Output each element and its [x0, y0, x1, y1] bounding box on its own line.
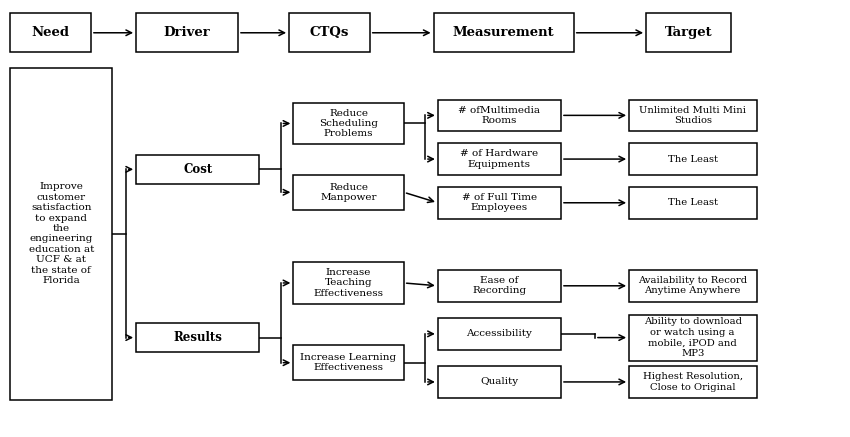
FancyBboxPatch shape [293, 262, 404, 304]
Text: Ability to download
or watch using a
mobile, iPOD and
MP3: Ability to download or watch using a mob… [643, 318, 742, 357]
FancyBboxPatch shape [629, 270, 756, 302]
Text: Reduce
Manpower: Reduce Manpower [320, 183, 377, 202]
FancyBboxPatch shape [438, 318, 561, 350]
FancyBboxPatch shape [438, 143, 561, 175]
Text: Driver: Driver [163, 26, 210, 39]
FancyBboxPatch shape [438, 187, 561, 218]
Text: Increase
Teaching
Effectiveness: Increase Teaching Effectiveness [314, 268, 383, 298]
FancyBboxPatch shape [629, 366, 756, 398]
Text: CTQs: CTQs [309, 26, 349, 39]
Text: # of Hardware
Equipments: # of Hardware Equipments [461, 149, 538, 169]
Text: Availability to Record
Anytime Anywhere: Availability to Record Anytime Anywhere [638, 276, 747, 295]
FancyBboxPatch shape [136, 155, 259, 184]
FancyBboxPatch shape [646, 13, 731, 52]
FancyBboxPatch shape [10, 68, 112, 400]
Text: Ease of
Recording: Ease of Recording [473, 276, 526, 295]
FancyBboxPatch shape [438, 270, 561, 302]
Text: Target: Target [665, 26, 712, 39]
FancyBboxPatch shape [136, 323, 259, 352]
FancyBboxPatch shape [10, 13, 91, 52]
Text: Results: Results [173, 331, 222, 344]
Text: The Least: The Least [668, 155, 717, 163]
FancyBboxPatch shape [293, 103, 404, 144]
FancyBboxPatch shape [136, 13, 238, 52]
Text: Measurement: Measurement [453, 26, 554, 39]
Text: Need: Need [31, 26, 70, 39]
FancyBboxPatch shape [629, 143, 756, 175]
Text: Unlimited Multi Mini
Studios: Unlimited Multi Mini Studios [639, 106, 746, 125]
Text: Cost: Cost [183, 163, 212, 176]
FancyBboxPatch shape [293, 175, 404, 210]
Text: # ofMultimedia
Rooms: # ofMultimedia Rooms [458, 106, 541, 125]
FancyBboxPatch shape [629, 315, 756, 361]
Text: Accessibility: Accessibility [467, 329, 532, 338]
FancyBboxPatch shape [438, 100, 561, 131]
Text: The Least: The Least [668, 198, 717, 207]
FancyBboxPatch shape [629, 187, 756, 218]
FancyBboxPatch shape [289, 13, 370, 52]
Text: Highest Resolution,
Close to Original: Highest Resolution, Close to Original [643, 372, 743, 392]
Text: # of Full Time
Employees: # of Full Time Employees [462, 193, 537, 212]
Text: Quality: Quality [480, 378, 518, 386]
FancyBboxPatch shape [629, 100, 756, 131]
Text: Reduce
Scheduling
Problems: Reduce Scheduling Problems [319, 108, 378, 139]
FancyBboxPatch shape [438, 366, 561, 398]
FancyBboxPatch shape [434, 13, 574, 52]
Text: Improve
customer
satisfaction
to expand
the
engineering
education at
UCF & at
th: Improve customer satisfaction to expand … [29, 183, 94, 285]
Text: Increase Learning
Effectiveness: Increase Learning Effectiveness [300, 353, 397, 372]
FancyBboxPatch shape [293, 345, 404, 380]
